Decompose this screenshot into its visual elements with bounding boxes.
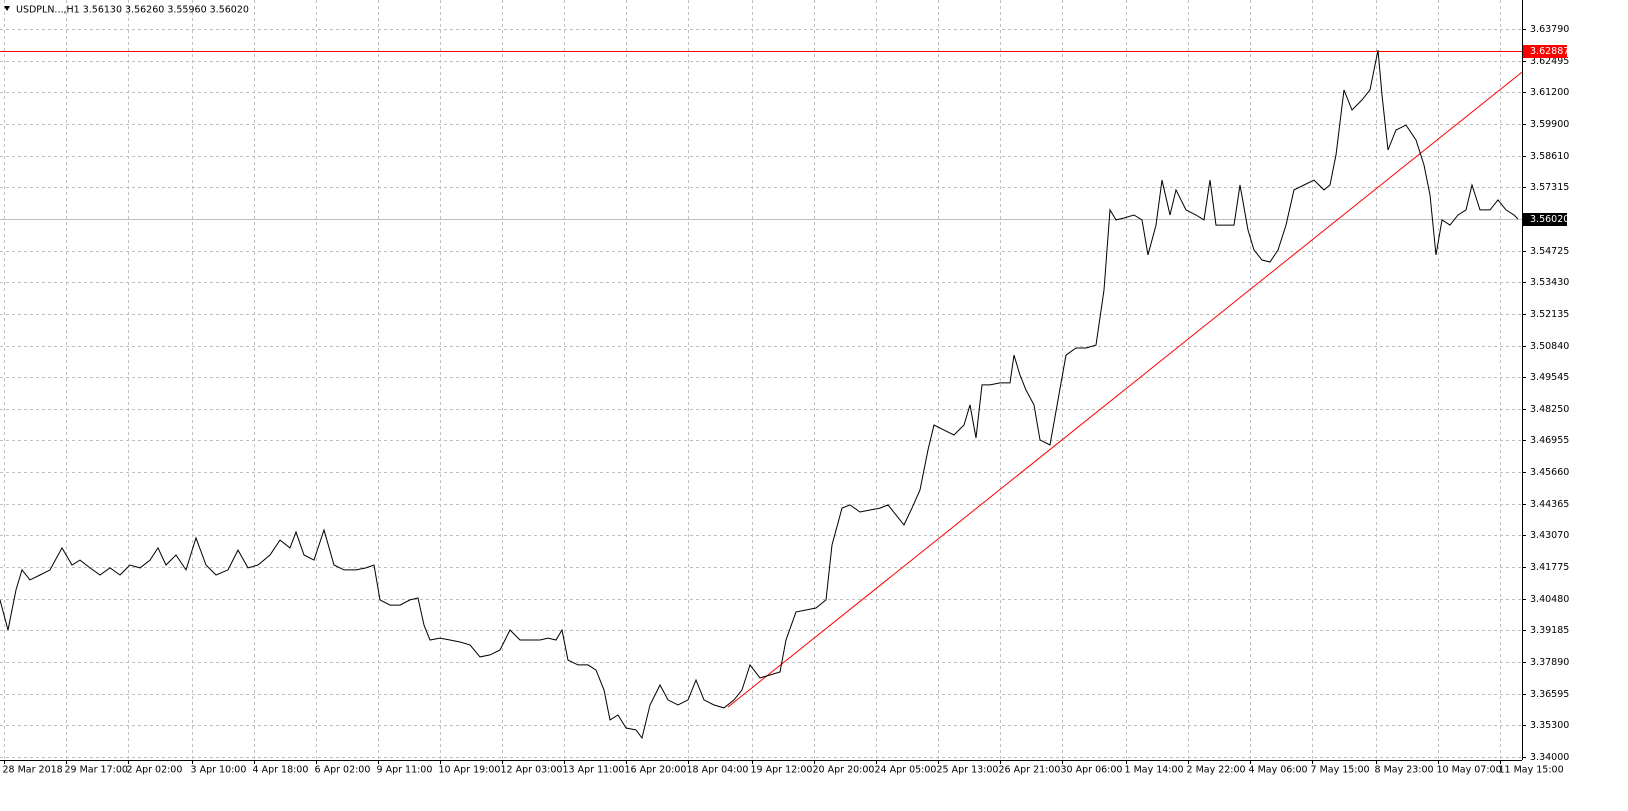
x-tick-label: 26 Apr 21:00 — [999, 765, 1061, 776]
y-tick-label: 3.62495 — [1530, 56, 1569, 67]
current-price-box — [1523, 213, 1567, 226]
y-tick-label: 3.58610 — [1530, 151, 1569, 162]
y-tick-label: 3.57315 — [1530, 182, 1569, 193]
x-tick-label: 6 Apr 02:00 — [315, 765, 371, 776]
level-label: 3.62887 — [1530, 46, 1569, 57]
x-tick-label: 12 Apr 03:00 — [501, 765, 563, 776]
x-tick-label: 11 May 15:00 — [1499, 765, 1564, 776]
y-tick-label: 3.43070 — [1530, 530, 1569, 541]
grid — [0, 0, 1526, 764]
x-tick-label: 3 Apr 10:00 — [191, 765, 247, 776]
x-tick-label: 10 Apr 19:00 — [439, 765, 501, 776]
y-tick-label: 3.44365 — [1530, 499, 1569, 510]
x-tick-label: 20 Apr 20:00 — [813, 765, 875, 776]
x-tick-label: 8 May 23:00 — [1375, 765, 1434, 776]
current-price-label: 3.56020 — [1530, 214, 1569, 225]
x-tick-label: 2 May 22:00 — [1187, 765, 1246, 776]
y-tick-label: 3.41775 — [1530, 562, 1569, 573]
y-tick-label: 3.46955 — [1530, 435, 1569, 446]
y-tick-label: 3.45660 — [1530, 467, 1569, 478]
x-tick-label: 16 Apr 20:00 — [625, 765, 687, 776]
y-tick-label: 3.34000 — [1530, 752, 1569, 763]
x-tick-label: 24 Apr 05:00 — [875, 765, 937, 776]
x-tick-label: 2 Apr 02:00 — [127, 765, 183, 776]
x-tick-label: 18 Apr 04:00 — [687, 765, 749, 776]
x-tick-label: 7 May 15:00 — [1311, 765, 1370, 776]
y-tick-label: 3.37890 — [1530, 657, 1569, 668]
y-tick-label: 3.63790 — [1530, 24, 1569, 35]
y-tick-label: 3.36595 — [1530, 689, 1569, 700]
marks — [0, 50, 1523, 740]
price-line — [0, 50, 1519, 740]
x-tick-label: 19 Apr 12:00 — [751, 765, 813, 776]
y-tick-label: 3.40480 — [1530, 594, 1569, 605]
y-tick-label: 3.53430 — [1530, 277, 1569, 288]
x-tick-label: 10 May 07:00 — [1437, 765, 1502, 776]
x-tick-label: 4 Apr 18:00 — [253, 765, 309, 776]
y-tick-label: 3.35300 — [1530, 720, 1569, 731]
x-tick-label: 13 Apr 11:00 — [563, 765, 625, 776]
y-tick-label: 3.50840 — [1530, 341, 1569, 352]
y-tick-label: 3.59900 — [1530, 119, 1569, 130]
x-tick-label: 9 Apr 11:00 — [377, 765, 433, 776]
x-tick-label: 30 Apr 06:00 — [1061, 765, 1123, 776]
x-tick-label: 28 Mar 2018 — [3, 765, 63, 776]
level-label-box — [1523, 45, 1567, 58]
y-tick-label: 3.49545 — [1530, 372, 1569, 383]
chart-title: USDPLN...,H1 3.56130 3.56260 3.55960 3.5… — [16, 5, 249, 16]
x-tick-label: 29 Mar 17:00 — [65, 765, 128, 776]
trendline — [727, 71, 1523, 708]
y-tick-label: 3.48250 — [1530, 404, 1569, 415]
menu-arrow[interactable] — [4, 6, 10, 11]
y-tick-label: 3.39185 — [1530, 625, 1569, 636]
y-tick-label: 3.61200 — [1530, 87, 1569, 98]
y-tick-label: 3.52135 — [1530, 309, 1569, 320]
labels: 3.63790 3.62495 3.61200 3.59900 3.58610 3.573… — [3, 24, 1570, 776]
x-tick-label: 1 May 14:00 — [1125, 765, 1184, 776]
x-tick-label: 25 Apr 13:00 — [937, 765, 999, 776]
x-tick-label: 4 May 06:00 — [1249, 765, 1308, 776]
y-tick-label: 3.54725 — [1530, 246, 1569, 257]
